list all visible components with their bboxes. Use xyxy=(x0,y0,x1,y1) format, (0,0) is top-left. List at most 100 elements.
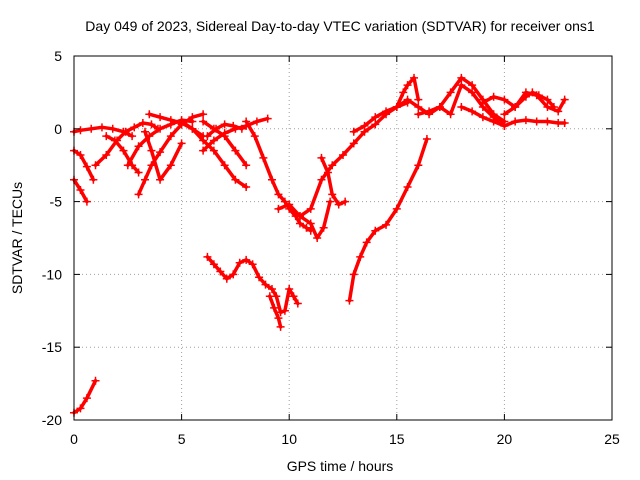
y-tick-label: -5 xyxy=(50,194,63,210)
chart-title: Day 049 of 2023, Sidereal Day-to-day VTE… xyxy=(85,18,595,34)
series-arc8 xyxy=(134,110,208,199)
data-point xyxy=(306,219,315,228)
y-tick-label: 0 xyxy=(54,121,62,137)
data-point xyxy=(76,126,85,135)
data-point xyxy=(414,102,423,111)
data-point xyxy=(280,197,289,206)
data-point xyxy=(166,132,175,141)
data-point xyxy=(532,117,541,126)
data-point xyxy=(199,117,208,126)
data-point xyxy=(362,238,371,247)
x-tick-label: 5 xyxy=(178,431,186,447)
data-point xyxy=(328,190,337,199)
data-point xyxy=(250,132,259,141)
series-arc20 xyxy=(317,153,350,209)
data-point xyxy=(209,146,218,155)
data-point xyxy=(457,81,466,90)
y-axis-label: SDTVAR / TECUs xyxy=(9,182,25,294)
data-point xyxy=(259,153,268,162)
series-arc21 xyxy=(345,134,431,305)
data-point xyxy=(521,92,530,101)
data-point xyxy=(156,113,165,122)
data-point xyxy=(199,136,208,145)
y-tick-label: 5 xyxy=(54,48,62,64)
data-point xyxy=(274,190,283,199)
x-tick-label: 0 xyxy=(70,431,78,447)
data-point xyxy=(382,107,391,116)
data-point xyxy=(313,234,322,242)
data-point xyxy=(130,123,139,132)
data-point xyxy=(166,116,175,125)
series-arc25 xyxy=(457,102,569,130)
data-point xyxy=(128,132,137,141)
data-point xyxy=(121,127,130,136)
data-point xyxy=(123,161,132,170)
data-point xyxy=(134,190,143,199)
x-axis-label: GPS time / hours xyxy=(287,458,394,474)
data-point xyxy=(371,226,380,235)
data-point xyxy=(270,303,279,312)
data-point xyxy=(478,113,487,122)
series-line xyxy=(347,137,429,303)
data-point xyxy=(371,113,380,122)
data-point xyxy=(231,124,240,133)
data-point xyxy=(255,273,264,282)
data-point xyxy=(242,117,251,126)
data-point xyxy=(339,151,347,160)
data-point xyxy=(209,136,218,145)
data-point xyxy=(203,132,212,141)
data-point xyxy=(248,260,257,269)
data-point xyxy=(235,258,244,267)
data-point xyxy=(554,107,563,116)
data-point xyxy=(478,98,487,107)
data-point xyxy=(382,220,391,229)
data-point xyxy=(274,204,283,213)
data-point xyxy=(134,168,143,177)
data-point xyxy=(91,161,100,170)
data-point xyxy=(489,117,498,126)
data-point xyxy=(425,107,434,116)
x-tick-label: 15 xyxy=(389,431,405,447)
data-point xyxy=(76,185,85,194)
data-point xyxy=(147,146,156,155)
data-point xyxy=(76,151,85,160)
data-point xyxy=(276,322,285,331)
data-point xyxy=(414,161,423,170)
data-point xyxy=(295,219,304,228)
series-arc14 xyxy=(199,114,272,155)
data-point xyxy=(87,124,96,133)
data-point xyxy=(403,81,412,90)
data-point xyxy=(285,200,294,209)
data-point xyxy=(511,102,520,111)
x-tick-label: 20 xyxy=(497,431,513,447)
data-point xyxy=(457,73,466,82)
data-point xyxy=(317,175,326,184)
data-point xyxy=(261,280,270,289)
data-point xyxy=(263,114,272,123)
series-arc11 xyxy=(177,117,251,192)
data-point xyxy=(392,204,401,213)
data-point xyxy=(209,260,218,269)
data-point xyxy=(242,183,251,192)
x-tick-label: 25 xyxy=(604,431,620,447)
data-point xyxy=(345,296,354,305)
data-point xyxy=(274,314,283,323)
data-point xyxy=(422,134,431,143)
series-line xyxy=(72,378,98,415)
series-line xyxy=(276,199,332,240)
series-arc22 xyxy=(349,73,423,136)
data-point xyxy=(549,102,558,111)
data-point xyxy=(156,124,165,133)
data-point xyxy=(446,88,455,97)
data-point xyxy=(349,270,358,279)
data-point xyxy=(326,197,335,206)
data-point xyxy=(267,284,276,293)
data-point xyxy=(414,110,423,119)
data-point xyxy=(166,161,175,170)
data-point xyxy=(295,212,304,221)
data-point xyxy=(97,123,106,132)
data-point xyxy=(500,95,509,104)
data-point xyxy=(177,117,186,126)
series-arc3 xyxy=(70,175,91,206)
